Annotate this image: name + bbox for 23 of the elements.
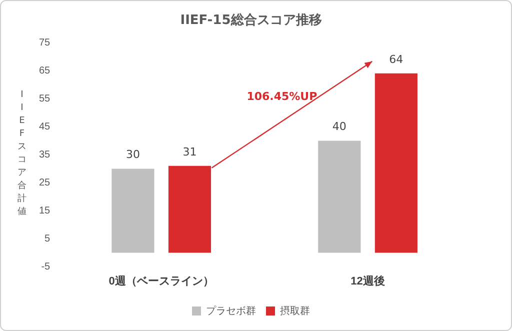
data-label: 64 — [389, 52, 404, 66]
y-tick-label: 75 — [39, 37, 51, 48]
y-tick-label: 55 — [39, 93, 51, 104]
data-label: 40 — [332, 120, 346, 134]
x-tick-label: 12週後 — [350, 274, 385, 288]
data-label: 31 — [182, 145, 197, 158]
y-tick-label: 25 — [39, 177, 51, 188]
data-label: 30 — [126, 148, 140, 162]
y-tick-label: 15 — [39, 206, 51, 216]
bar — [318, 140, 361, 253]
x-tick-label: 0週（ベースライン） — [108, 274, 214, 288]
legend-label: プラセボ群 — [206, 304, 256, 317]
bar — [112, 168, 154, 253]
y-tick-label: 65 — [39, 65, 51, 76]
text: IIEFスコア合計値 — [18, 90, 26, 217]
y-tick-label: -5 — [41, 262, 51, 273]
y-tick-label: 45 — [39, 121, 51, 132]
chart-title: IIEF-15総合スコア推移 — [180, 12, 322, 28]
y-tick-label: 5 — [44, 234, 51, 245]
annotation: 106.45%UP — [246, 90, 318, 104]
legend-label: 摂取群 — [280, 304, 310, 317]
bar — [374, 73, 418, 253]
y-tick-label: 35 — [39, 149, 51, 160]
